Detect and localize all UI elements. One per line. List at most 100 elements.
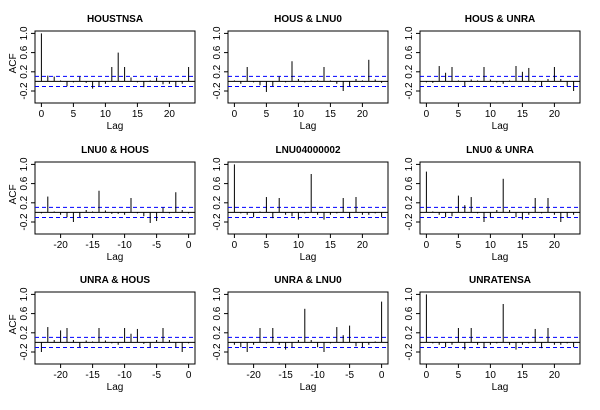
x-axis-label: Lag (107, 382, 124, 393)
x-tick-label: 5 (71, 109, 77, 120)
x-tick-label: 15 (517, 370, 529, 381)
y-tick-label: 0.2 (212, 64, 223, 78)
x-tick-label: 5 (456, 370, 462, 381)
y-tick-label: 1.0 (404, 26, 415, 40)
plot-frame (227, 291, 389, 365)
plot-frame (419, 291, 581, 365)
panel-title: LNU0 & UNRA (466, 145, 534, 156)
x-tick-label: -10 (117, 370, 132, 381)
plot-frame (419, 30, 581, 104)
y-axis-label: ACF (8, 184, 19, 204)
y-tick-label: -0.2 (19, 213, 30, 231)
x-tick-label: 20 (549, 240, 561, 251)
y-tick-label: -0.2 (19, 343, 30, 361)
x-tick-label: 0 (424, 370, 430, 381)
x-tick-label: 5 (264, 240, 270, 251)
y-tick-label: 1.0 (212, 157, 223, 171)
x-tick-label: 0 (186, 240, 192, 251)
x-tick-label: 20 (357, 109, 369, 120)
x-tick-label: 10 (485, 370, 497, 381)
acf-panel: LNU0 & UNRA -0.2 0.2 0.6 1.0 0 5 10 15 20 Lag (404, 145, 581, 263)
acf-panel: HOUSTNSA -0.2 0.2 0.6 1.0 ACF 0 5 10 15 20 Lag (8, 14, 196, 132)
y-tick-label: 0.6 (212, 45, 223, 59)
x-tick-label: 10 (485, 109, 497, 120)
x-tick-label: 15 (325, 240, 337, 251)
x-tick-label: 0 (424, 109, 430, 120)
x-tick-label: 20 (549, 109, 561, 120)
x-axis-label: Lag (107, 121, 124, 132)
panel-title: HOUSTNSA (87, 14, 143, 25)
x-axis-label: Lag (492, 382, 509, 393)
y-tick-label: -0.2 (404, 213, 415, 231)
acf-panel: LNU0 & HOUS -0.2 0.2 0.6 1.0 ACF -20 -15 -10 -5 0 L… (8, 145, 196, 263)
y-tick-label: -0.2 (404, 343, 415, 361)
plot-frame (34, 30, 196, 104)
x-tick-label: 10 (485, 240, 497, 251)
y-tick-label: 0.2 (212, 325, 223, 339)
y-tick-label: 0.2 (19, 195, 30, 209)
y-tick-label: 0.2 (404, 325, 415, 339)
x-tick-label: 10 (100, 109, 112, 120)
x-tick-label: -5 (152, 370, 161, 381)
x-tick-label: 0 (232, 240, 238, 251)
panel-title: UNRA & HOUS (80, 275, 151, 286)
x-tick-label: -10 (117, 240, 132, 251)
x-axis-label: Lag (300, 382, 317, 393)
y-tick-label: 1.0 (212, 287, 223, 301)
y-tick-label: 0.2 (19, 325, 30, 339)
x-tick-label: 15 (517, 240, 529, 251)
x-tick-label: 15 (325, 109, 337, 120)
acf-panel: UNRA & LNU0 -0.2 0.2 0.6 1.0 -20 -15 -10 -5 0 Lag (212, 275, 389, 393)
y-axis-label: ACF (8, 314, 19, 334)
plot-frame (34, 291, 196, 365)
x-tick-label: 0 (379, 370, 385, 381)
y-tick-label: 0.2 (212, 195, 223, 209)
y-tick-label: 0.6 (212, 176, 223, 190)
panel-title: LNU0 & HOUS (81, 145, 149, 156)
x-tick-label: -15 (278, 370, 293, 381)
y-tick-label: -0.2 (404, 82, 415, 100)
x-tick-label: 20 (549, 370, 561, 381)
x-tick-label: 10 (293, 240, 305, 251)
x-axis-label: Lag (300, 252, 317, 263)
y-axis-label: ACF (8, 53, 19, 73)
x-tick-label: -15 (85, 240, 100, 251)
y-tick-label: 0.6 (404, 45, 415, 59)
plot-frame (419, 161, 581, 235)
panel-title: LNU04000002 (275, 145, 340, 156)
x-tick-label: -5 (345, 370, 354, 381)
y-tick-label: -0.2 (212, 82, 223, 100)
y-tick-label: 0.6 (19, 306, 30, 320)
y-tick-label: 1.0 (19, 157, 30, 171)
x-tick-label: 0 (424, 240, 430, 251)
y-tick-label: 0.6 (212, 306, 223, 320)
panel-title: UNRATENSA (469, 275, 531, 286)
y-tick-label: 1.0 (404, 157, 415, 171)
y-tick-label: -0.2 (212, 343, 223, 361)
x-tick-label: -5 (152, 240, 161, 251)
y-tick-label: 0.6 (404, 176, 415, 190)
x-tick-label: -20 (53, 370, 68, 381)
x-axis-label: Lag (107, 252, 124, 263)
y-tick-label: 0.6 (19, 176, 30, 190)
x-tick-label: 20 (164, 109, 176, 120)
y-tick-label: 1.0 (19, 26, 30, 40)
x-axis-label: Lag (492, 252, 509, 263)
y-tick-label: 0.6 (19, 45, 30, 59)
panel-title: HOUS & UNRA (465, 14, 536, 25)
acf-panel: LNU04000002 -0.2 0.2 0.6 1.0 0 5 10 15 20 Lag (212, 145, 389, 263)
x-tick-label: 5 (456, 240, 462, 251)
x-tick-label: -20 (53, 240, 68, 251)
y-tick-label: 0.6 (404, 306, 415, 320)
panel-title: UNRA & LNU0 (274, 275, 342, 286)
acf-panel: UNRATENSA -0.2 0.2 0.6 1.0 0 5 10 15 20 Lag (404, 275, 581, 393)
x-tick-label: -10 (310, 370, 325, 381)
y-tick-label: -0.2 (212, 213, 223, 231)
x-axis-label: Lag (492, 121, 509, 132)
x-axis-label: Lag (300, 121, 317, 132)
acf-panel: HOUS & LNU0 -0.2 0.2 0.6 1.0 0 5 10 15 20 Lag (212, 14, 389, 132)
x-tick-label: 15 (132, 109, 144, 120)
plot-frame (34, 161, 196, 235)
x-tick-label: 0 (39, 109, 45, 120)
